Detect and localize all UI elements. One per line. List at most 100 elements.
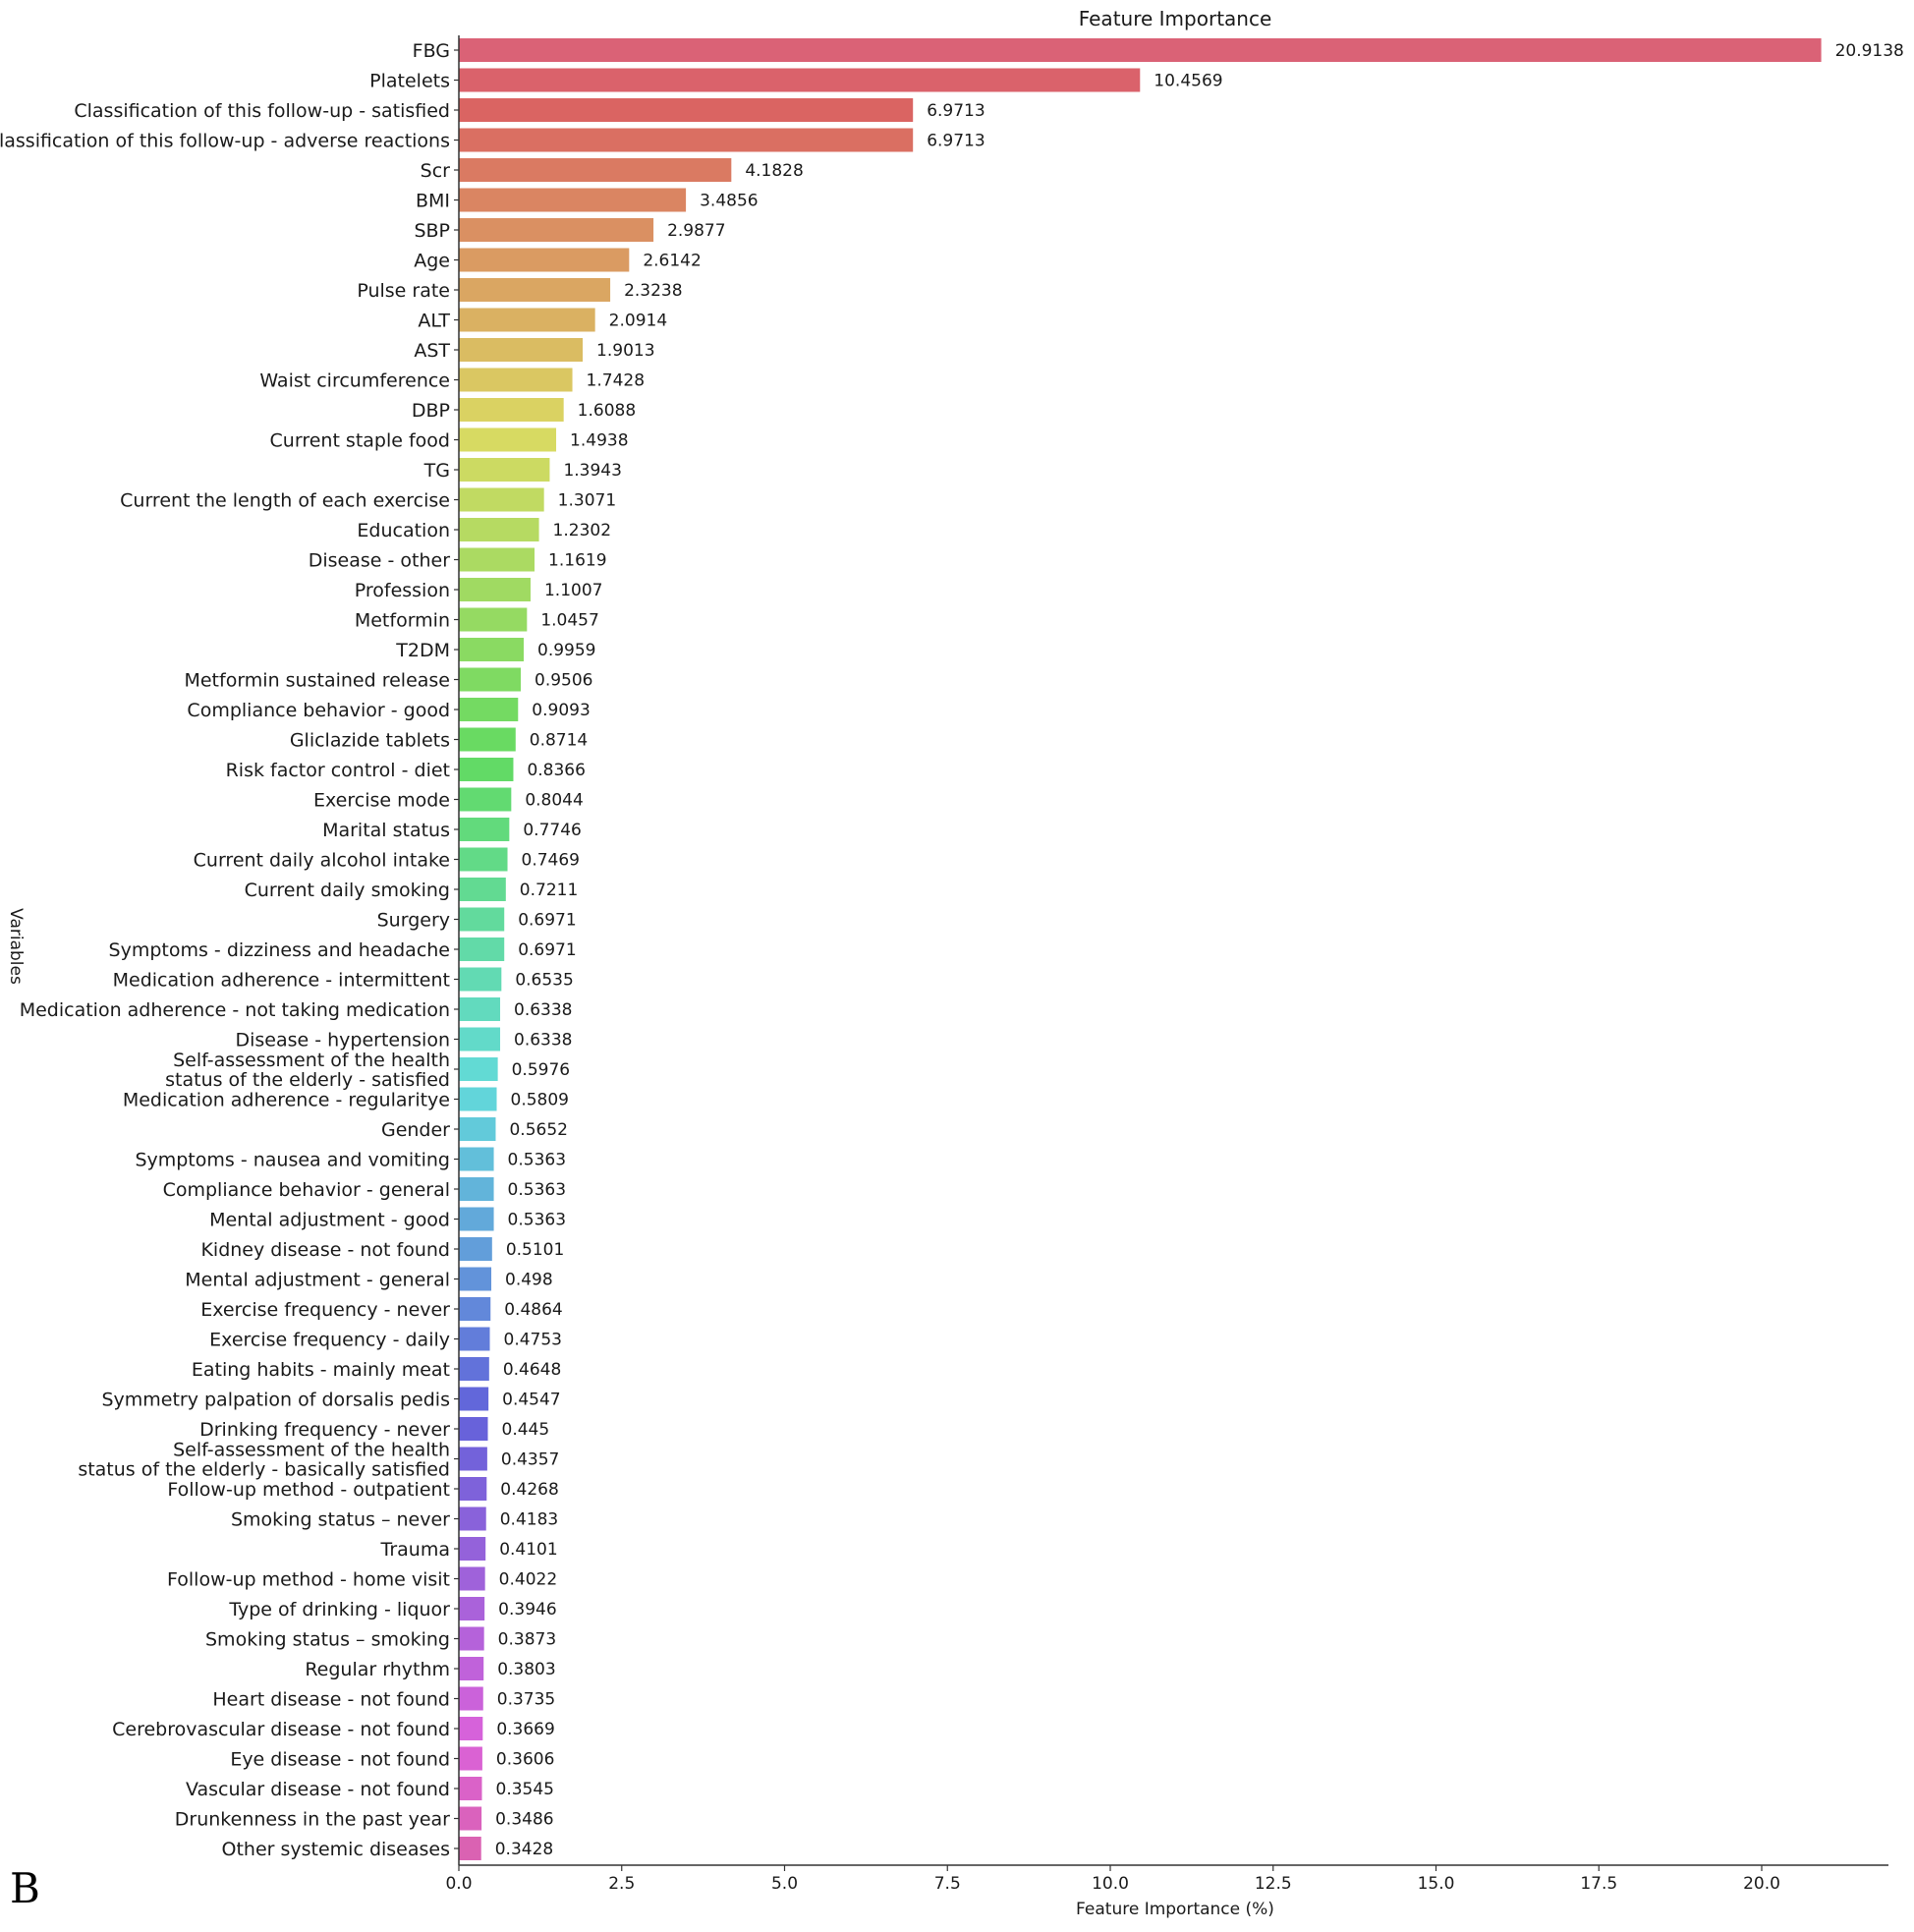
x-tick-label: 17.5 xyxy=(1580,1874,1617,1894)
bar-value-label: 0.5363 xyxy=(508,1180,566,1200)
category-label: Type of drinking - liquor xyxy=(228,1599,450,1620)
category-label: Heart disease - not found xyxy=(212,1689,450,1711)
category-label: SBP xyxy=(414,220,450,242)
bar-value-label: 1.3071 xyxy=(558,491,616,511)
category-label: Current daily alcohol intake xyxy=(194,850,450,872)
category-label: Medication adherence - regularitye xyxy=(123,1090,450,1111)
bar-value-label: 4.1828 xyxy=(745,161,803,181)
bar-value-label: 0.3545 xyxy=(496,1780,554,1799)
bar-value-label: 1.1619 xyxy=(548,551,606,571)
category-label: Profession xyxy=(355,580,450,601)
category-label: Eye disease - not found xyxy=(230,1749,450,1771)
bar-value-label: 0.6338 xyxy=(514,1000,572,1020)
bars-group: 20.9138 10.4569 6.9713 6.9713 4.1828 3.4856 2.… xyxy=(459,38,1904,1860)
bar xyxy=(459,1717,483,1740)
bar xyxy=(459,1777,482,1800)
bar xyxy=(459,218,654,242)
bar xyxy=(459,1477,487,1501)
category-label: Gender xyxy=(381,1119,450,1141)
bar-value-label: 1.6088 xyxy=(578,401,636,421)
bar-value-label: 0.9506 xyxy=(535,671,592,691)
bar xyxy=(459,128,914,152)
bar-value-label: 0.4268 xyxy=(500,1480,558,1500)
bar-value-label: 0.9093 xyxy=(532,701,590,720)
category-label: Current staple food xyxy=(270,430,450,452)
x-axis: 0.0 2.5 5.0 7.5 10.0 12.5 15.0 17.5 20.0 xyxy=(445,1864,1888,1894)
bar-value-label: 1.3943 xyxy=(563,461,621,481)
bar-value-label: 0.6971 xyxy=(518,940,576,960)
bar xyxy=(459,818,510,841)
bar xyxy=(459,98,914,122)
x-tick-label: 10.0 xyxy=(1092,1874,1129,1894)
category-label: Medication adherence - intermittent xyxy=(113,970,450,992)
bar-value-label: 0.4648 xyxy=(503,1360,561,1380)
bar-value-label: 0.4864 xyxy=(504,1300,562,1320)
x-tick-label: 20.0 xyxy=(1743,1874,1780,1894)
category-label: Disease - hypertension xyxy=(235,1030,450,1051)
category-label: Symmetry palpation of dorsalis pedis xyxy=(101,1390,450,1411)
category-label: Exercise mode xyxy=(313,790,450,812)
category-label: Vascular disease - not found xyxy=(186,1779,450,1800)
bar-value-label: 0.8366 xyxy=(527,761,585,780)
category-label: Current the length of each exercise xyxy=(120,490,450,512)
category-label: T2DM xyxy=(395,640,450,661)
bar xyxy=(459,38,1822,62)
bar-value-label: 1.4938 xyxy=(570,431,628,451)
bar-value-label: 1.2302 xyxy=(553,521,611,540)
bar-value-label: 0.6338 xyxy=(514,1031,572,1051)
category-label: Education xyxy=(357,520,450,541)
category-label: Kidney disease - not found xyxy=(200,1239,450,1261)
bar xyxy=(459,667,522,692)
bar xyxy=(459,1657,484,1680)
bar-value-label: 0.7746 xyxy=(523,821,581,840)
bar xyxy=(459,547,535,572)
bar-value-label: 0.8714 xyxy=(530,731,588,751)
bar xyxy=(459,308,595,332)
bar-value-label: 0.3735 xyxy=(497,1690,555,1710)
bar xyxy=(459,427,557,452)
bar xyxy=(459,278,611,302)
bar-value-label: 0.3873 xyxy=(498,1630,556,1650)
bar-value-label: 0.4101 xyxy=(499,1540,557,1560)
bar xyxy=(459,967,502,992)
category-label: Pulse rate xyxy=(357,280,450,302)
category-label: Disease - other xyxy=(309,550,450,572)
bar xyxy=(459,1447,487,1471)
category-label: ALT xyxy=(418,311,450,332)
bar-value-label: 2.3238 xyxy=(624,281,682,301)
bar xyxy=(459,188,687,212)
bar xyxy=(459,1837,481,1860)
bar-value-label: 0.4547 xyxy=(502,1391,560,1410)
category-label: Cerebrovascular disease - not found xyxy=(112,1719,450,1740)
bar-value-label: 0.7211 xyxy=(520,881,578,900)
bar-value-label: 0.8044 xyxy=(525,791,583,811)
category-label: Smoking status – smoking xyxy=(205,1629,450,1651)
category-label: Scr xyxy=(421,160,451,182)
bar-value-label: 0.4022 xyxy=(499,1570,557,1590)
bar-value-label: 2.6142 xyxy=(643,252,701,271)
bar-value-label: 0.445 xyxy=(502,1420,550,1440)
bar-value-label: 6.9713 xyxy=(927,132,985,151)
bar xyxy=(459,1597,485,1620)
bar-value-label: 0.498 xyxy=(505,1271,553,1290)
bar-value-label: 0.3946 xyxy=(498,1600,556,1619)
category-label: Follow-up method - home visit xyxy=(167,1569,450,1591)
category-label: Regular rhythm xyxy=(305,1659,450,1680)
bar xyxy=(459,1117,496,1141)
bar xyxy=(459,607,528,632)
y-axis-title: Variables xyxy=(6,908,26,985)
bar xyxy=(459,487,544,512)
category-label: Symptoms - nausea and vomiting xyxy=(135,1150,450,1171)
category-label: Gliclazide tablets xyxy=(290,730,450,752)
bar-value-label: 0.6535 xyxy=(515,971,573,991)
bar xyxy=(459,398,564,422)
bar xyxy=(459,1387,489,1411)
bar xyxy=(459,1237,492,1261)
bar xyxy=(459,1746,482,1771)
bar xyxy=(459,1207,494,1231)
bar-value-label: 2.9877 xyxy=(667,221,725,241)
category-label: Age xyxy=(414,251,450,272)
bar xyxy=(459,248,630,272)
bar-value-label: 0.3669 xyxy=(496,1720,554,1739)
category-label: Exercise frequency - never xyxy=(200,1299,450,1321)
